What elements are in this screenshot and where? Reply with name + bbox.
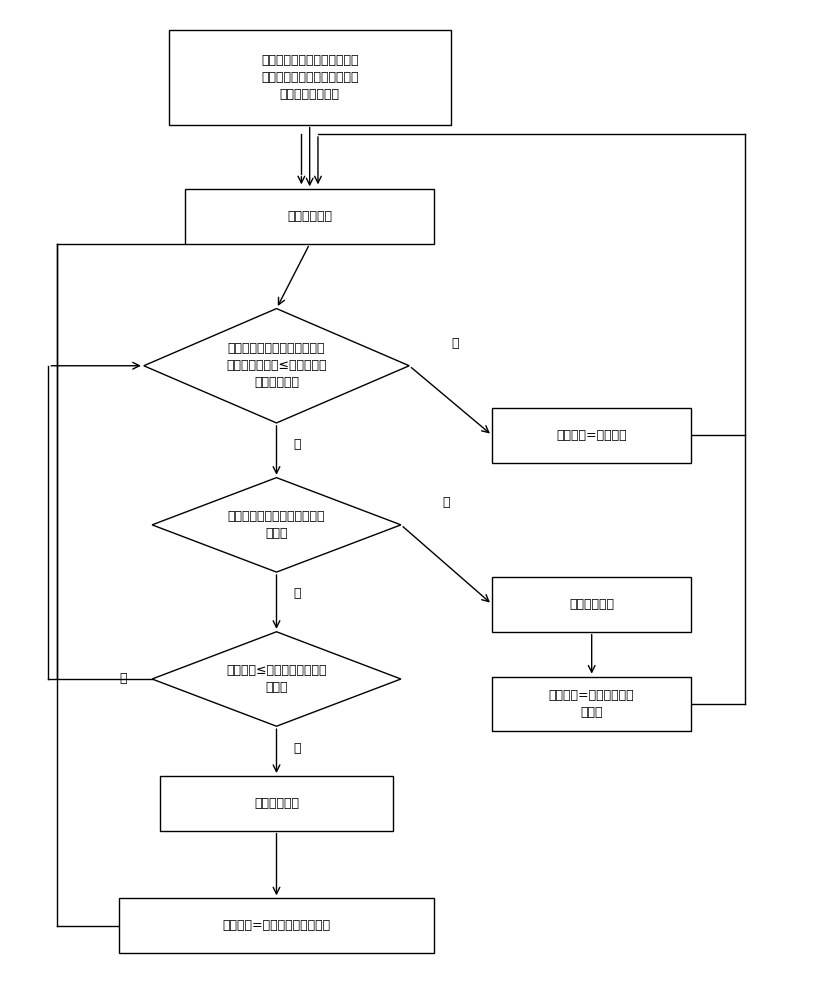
FancyBboxPatch shape: [492, 408, 691, 463]
Text: 是: 是: [443, 496, 450, 509]
FancyBboxPatch shape: [185, 189, 434, 244]
Text: 确定转矩增量: 确定转矩增量: [254, 797, 299, 810]
Text: 否: 否: [293, 438, 301, 451]
Text: 否: 否: [293, 587, 301, 600]
FancyBboxPatch shape: [492, 577, 691, 632]
Text: 确定转矩增量: 确定转矩增量: [569, 598, 615, 611]
FancyBboxPatch shape: [492, 677, 691, 731]
Text: 发送转矩=实时转矩－转
矩减量: 发送转矩=实时转矩－转 矩减量: [549, 689, 635, 719]
Text: 是: 是: [451, 337, 458, 350]
Text: 发送转矩=目标转矩: 发送转矩=目标转矩: [556, 429, 627, 442]
FancyBboxPatch shape: [160, 776, 392, 831]
Text: 实时转矩＞（目标转矩＋标定
值）？: 实时转矩＞（目标转矩＋标定 值）？: [228, 510, 326, 540]
Polygon shape: [144, 309, 409, 423]
Text: 发送转矩=实时转矩＋转矩减量: 发送转矩=实时转矩＋转矩减量: [222, 919, 331, 932]
Text: 否: 否: [119, 672, 127, 686]
Text: 实时转矩≤（目标转矩－标定
值）？: 实时转矩≤（目标转矩－标定 值）？: [226, 664, 326, 694]
Polygon shape: [152, 478, 401, 572]
Text: 输入加速踏板开度、加速踏板
开度变化率、车速、电机转速
，以输出实时转矩: 输入加速踏板开度、加速踏板 开度变化率、车速、电机转速 ，以输出实时转矩: [261, 54, 358, 101]
Polygon shape: [152, 632, 401, 726]
FancyBboxPatch shape: [169, 30, 451, 125]
Text: 确定目标转矩: 确定目标转矩: [287, 210, 332, 223]
Text: 实时转矩＞（目标转矩－标定
值）且实时转矩≤（目标转矩
＋标定值）？: 实时转矩＞（目标转矩－标定 值）且实时转矩≤（目标转矩 ＋标定值）？: [226, 342, 326, 389]
FancyBboxPatch shape: [119, 898, 434, 953]
Text: 是: 是: [293, 742, 301, 755]
